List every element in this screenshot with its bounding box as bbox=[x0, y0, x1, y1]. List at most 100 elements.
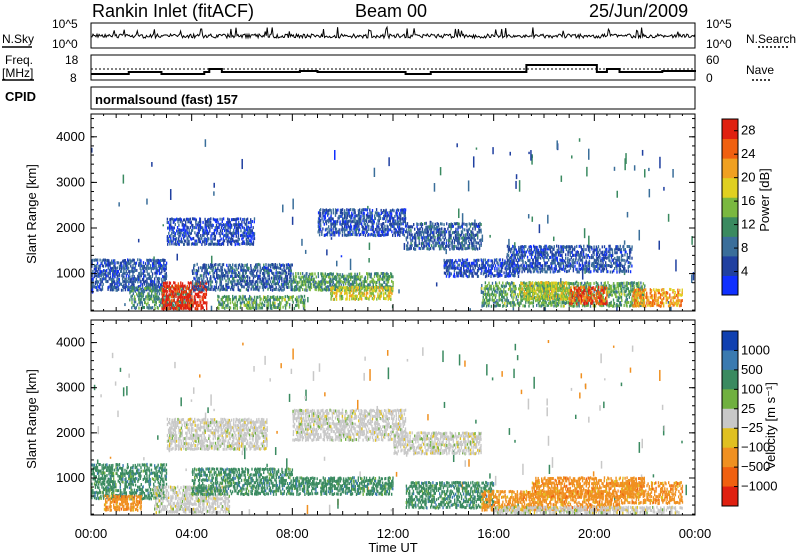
power-echo-cell bbox=[139, 261, 141, 265]
power-echo-cell bbox=[387, 286, 390, 290]
power-echo-cell bbox=[247, 282, 250, 286]
power-echo-cell bbox=[247, 221, 250, 225]
power-echo-cell bbox=[360, 286, 362, 290]
power-echo-cell bbox=[563, 295, 565, 299]
power-echo-cell bbox=[170, 301, 173, 305]
power-echo-cell bbox=[254, 300, 257, 304]
power-echo-cell bbox=[430, 230, 433, 234]
power-echo-cell bbox=[500, 289, 503, 293]
power-echo-cell bbox=[536, 285, 538, 289]
power-echo-cell bbox=[157, 258, 160, 262]
power-echo-cell bbox=[373, 275, 376, 279]
power-echo-cell bbox=[486, 292, 488, 296]
power-echo-cell bbox=[136, 292, 138, 296]
power-echo-cell bbox=[494, 295, 497, 299]
power-echo-cell bbox=[378, 234, 380, 238]
power-echo-cell bbox=[345, 225, 347, 229]
power-echo-cell bbox=[105, 280, 107, 284]
power-echo-cell bbox=[390, 294, 392, 298]
power-echo-cell bbox=[446, 222, 448, 226]
power-echo-cell bbox=[227, 226, 229, 230]
power-echo-cell bbox=[397, 225, 399, 229]
power-echo-cell bbox=[347, 219, 349, 223]
power-echo-cell bbox=[241, 274, 243, 278]
power-echo-cell bbox=[482, 304, 484, 308]
power-echo-cell bbox=[464, 241, 466, 245]
power-echo-cell bbox=[114, 264, 116, 268]
power-echo-cell bbox=[346, 213, 348, 217]
power-echo-cell bbox=[184, 296, 186, 300]
power-echo-cell bbox=[282, 282, 284, 286]
power-echo-cell bbox=[360, 232, 362, 236]
power-echo-cell bbox=[338, 279, 340, 283]
power-echo-cell bbox=[253, 265, 256, 269]
power-echo-cell bbox=[341, 286, 344, 290]
power-echo-cell bbox=[268, 283, 271, 287]
power-echo-cell bbox=[473, 241, 475, 245]
power-echo-cell bbox=[286, 294, 289, 298]
power-echo-cell bbox=[318, 214, 321, 218]
power-echo-cell bbox=[256, 265, 259, 269]
power-echo-cell bbox=[402, 217, 404, 221]
power-echo-cell bbox=[479, 239, 481, 243]
power-echo-cell bbox=[259, 306, 261, 310]
power-echo-cell bbox=[293, 278, 295, 282]
power-echo-cell bbox=[107, 279, 109, 283]
power-echo-cell bbox=[570, 282, 573, 286]
power-echo-cell bbox=[458, 236, 460, 240]
power-echo-cell bbox=[301, 283, 304, 287]
power-echo-cell bbox=[197, 234, 200, 238]
power-echo-cell bbox=[429, 238, 432, 242]
power-echo-cell bbox=[183, 301, 186, 305]
power-echo-cell bbox=[227, 229, 229, 233]
power-echo-cell bbox=[264, 271, 266, 275]
power-echo-cell bbox=[180, 284, 183, 288]
power-echo-cell bbox=[250, 225, 252, 229]
power-echo-cell bbox=[304, 279, 306, 283]
power-echo-cell bbox=[243, 231, 245, 235]
power-echo-cell bbox=[333, 286, 336, 290]
power-echo-cell bbox=[230, 282, 233, 286]
power-echo-cell bbox=[303, 301, 306, 305]
power-echo-cell bbox=[131, 276, 133, 280]
power-echo-cell bbox=[126, 285, 128, 289]
power-echo-cell bbox=[206, 277, 208, 281]
power-echo-cell bbox=[585, 304, 588, 308]
power-echo-cell bbox=[480, 238, 482, 242]
power-echo-cell bbox=[363, 288, 366, 292]
power-echo-cell bbox=[237, 234, 240, 238]
power-echo-cell bbox=[213, 275, 215, 279]
power-echo-cell bbox=[118, 278, 120, 282]
power-echo-cell bbox=[207, 280, 210, 284]
power-echo-cell bbox=[157, 295, 160, 299]
power-echo-cell bbox=[356, 233, 358, 237]
power-echo-cell bbox=[320, 214, 322, 218]
power-echo-cell bbox=[258, 288, 260, 292]
power-echo-cell bbox=[517, 271, 519, 275]
power-echo-cell bbox=[176, 301, 178, 305]
power-echo-cell bbox=[540, 304, 543, 308]
power-echo-cell bbox=[540, 301, 543, 305]
power-echo-cell bbox=[301, 272, 304, 276]
power-echo-cell bbox=[320, 285, 322, 289]
power-echo-cell bbox=[132, 304, 134, 308]
power-echo-cell bbox=[272, 265, 274, 269]
power-echo-cell bbox=[133, 258, 135, 262]
power-echo-cell bbox=[501, 261, 504, 265]
power-echo-cell bbox=[134, 261, 136, 265]
power-echo-cell bbox=[246, 265, 248, 269]
power-echo-cell bbox=[504, 261, 506, 265]
power-echo-cell bbox=[395, 222, 397, 226]
power-echo-cell bbox=[148, 304, 150, 308]
power-echo-cell bbox=[380, 233, 382, 237]
power-echo-cell bbox=[292, 272, 294, 276]
power-echo-cell bbox=[161, 298, 164, 302]
power-echo-cell bbox=[458, 271, 460, 275]
power-echo-cell bbox=[449, 230, 451, 234]
power-echo-cell bbox=[275, 286, 277, 290]
power-echo-cell bbox=[402, 232, 404, 236]
power-echo-cell bbox=[161, 307, 163, 311]
power-echo-cell bbox=[236, 300, 238, 304]
power-echo-cell bbox=[256, 287, 258, 291]
power-echo-cell bbox=[361, 286, 363, 290]
